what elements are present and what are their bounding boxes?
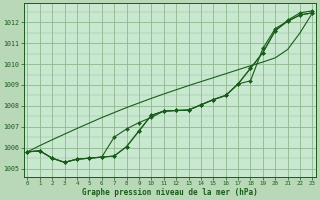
X-axis label: Graphe pression niveau de la mer (hPa): Graphe pression niveau de la mer (hPa) bbox=[82, 188, 258, 197]
